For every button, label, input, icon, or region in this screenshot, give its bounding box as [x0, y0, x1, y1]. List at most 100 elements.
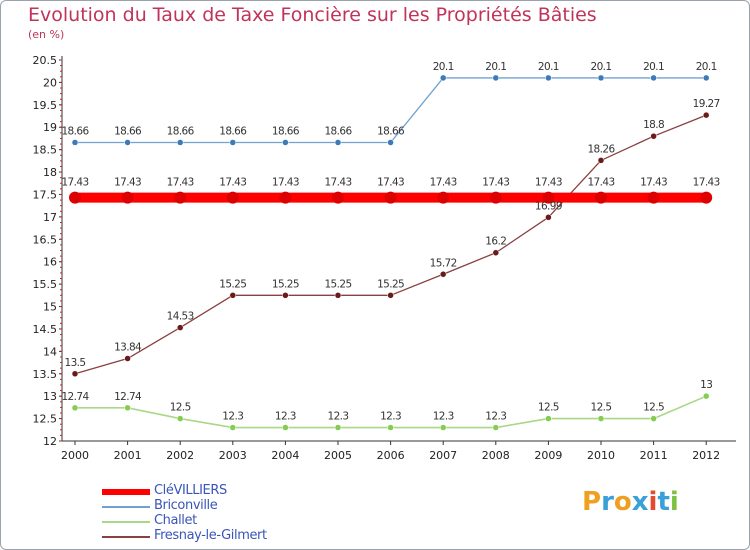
- data-label: 17.43: [61, 177, 88, 189]
- data-label: 19.27: [693, 98, 720, 110]
- data-point: [545, 74, 552, 82]
- data-point: [71, 370, 79, 378]
- data-label: 17.43: [587, 177, 614, 189]
- data-label: 15.25: [324, 278, 351, 290]
- data-point: [69, 191, 81, 204]
- data-label: 20.1: [433, 61, 454, 73]
- data-point: [279, 191, 292, 204]
- data-point: [174, 191, 187, 204]
- data-point: [650, 132, 657, 140]
- data-point: [387, 292, 394, 299]
- data-point: [124, 404, 131, 412]
- data-point: [597, 74, 605, 82]
- legend-label: Fresnay-le-Gilmert: [154, 528, 267, 543]
- data-label: 17.43: [693, 177, 720, 189]
- y-tick-label: 20.5: [33, 54, 58, 67]
- data-point: [176, 139, 184, 146]
- data-point: [124, 139, 131, 146]
- legend-swatch: [102, 506, 150, 508]
- data-point: [492, 249, 500, 256]
- data-point: [650, 74, 657, 82]
- data-label: 17.43: [430, 177, 457, 189]
- data-label: 17.43: [272, 177, 299, 189]
- data-point: [282, 292, 289, 299]
- legend-swatch: [102, 521, 150, 523]
- data-point: [282, 424, 289, 431]
- logo-letter: x: [631, 487, 649, 517]
- data-label: 17.43: [377, 177, 404, 189]
- data-label: 12.3: [328, 411, 349, 423]
- data-label: 12.3: [433, 411, 454, 423]
- logo-letter: i: [648, 487, 658, 517]
- y-tick-label: 12.5: [33, 413, 58, 426]
- data-point: [229, 424, 237, 431]
- data-label: 18.66: [61, 125, 89, 137]
- x-tick-label: 2004: [271, 449, 299, 462]
- data-point: [597, 415, 605, 422]
- logo-letter: P: [582, 487, 602, 517]
- data-point: [492, 74, 500, 82]
- data-point: [489, 191, 502, 204]
- data-label: 12.74: [61, 391, 89, 403]
- data-point: [595, 191, 607, 204]
- data-label: 12.3: [380, 411, 401, 423]
- legend-label: Briconville: [154, 498, 218, 513]
- data-point: [439, 271, 447, 278]
- data-point: [282, 139, 289, 146]
- data-point: [334, 424, 342, 431]
- data-label: 12.5: [643, 402, 664, 414]
- y-tick-label: 14.5: [33, 323, 58, 336]
- data-point: [545, 415, 552, 422]
- logo-letter: r: [601, 487, 614, 517]
- y-tick-label: 16: [43, 256, 57, 269]
- y-tick-label: 19: [43, 121, 57, 134]
- data-point: [176, 324, 184, 331]
- data-label: 13.84: [114, 342, 142, 354]
- data-label: 18.66: [114, 125, 142, 137]
- data-label: 20.1: [696, 61, 717, 73]
- data-point: [334, 139, 342, 146]
- data-point: [71, 404, 79, 412]
- data-point: [702, 74, 710, 82]
- x-tick-label: 2005: [324, 449, 352, 462]
- data-point: [387, 139, 394, 146]
- proxiti-logo: Proxiti: [582, 487, 679, 517]
- x-tick-label: 2008: [482, 449, 510, 462]
- data-label: 20.1: [591, 61, 612, 73]
- x-tick-label: 2000: [61, 449, 89, 462]
- data-point: [439, 74, 447, 82]
- data-label: 17.43: [219, 177, 246, 189]
- data-label: 18.66: [167, 125, 195, 137]
- data-label: 13: [700, 379, 712, 391]
- data-point: [226, 191, 239, 204]
- data-label: 18.66: [377, 125, 405, 137]
- data-point: [124, 355, 131, 362]
- data-label: 16.99: [535, 200, 562, 212]
- y-tick-label: 12: [43, 435, 57, 448]
- data-label: 17.43: [167, 177, 194, 189]
- x-tick-label: 2006: [377, 449, 405, 462]
- data-point: [387, 424, 394, 431]
- y-tick-label: 14: [43, 345, 57, 358]
- data-label: 15.25: [272, 278, 299, 290]
- data-label: 12.5: [538, 402, 559, 414]
- x-tick-label: 2011: [640, 449, 668, 462]
- data-point: [71, 139, 79, 146]
- data-label: 18.66: [272, 125, 300, 137]
- y-tick-label: 15: [43, 301, 57, 314]
- data-point: [439, 424, 447, 431]
- data-point: [597, 157, 605, 164]
- legend-swatch: [102, 489, 150, 495]
- data-label: 17.43: [535, 177, 562, 189]
- data-label: 16.2: [485, 236, 506, 248]
- x-tick-label: 2009: [534, 449, 562, 462]
- data-label: 15.25: [219, 278, 246, 290]
- x-tick-label: 2003: [219, 449, 247, 462]
- x-tick-label: 2010: [587, 449, 615, 462]
- data-label: 17.43: [324, 177, 351, 189]
- data-point: [702, 111, 710, 119]
- data-point: [121, 191, 134, 204]
- data-label: 12.3: [485, 411, 506, 423]
